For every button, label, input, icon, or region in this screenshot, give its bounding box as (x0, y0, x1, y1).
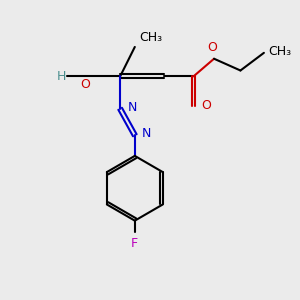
Text: CH₃: CH₃ (268, 45, 291, 58)
Text: H: H (56, 70, 66, 83)
Text: F: F (131, 237, 138, 250)
Text: O: O (208, 41, 218, 54)
Text: N: N (142, 127, 152, 140)
Text: CH₃: CH₃ (139, 31, 162, 44)
Text: O: O (201, 99, 211, 112)
Text: N: N (128, 101, 137, 114)
Text: O: O (80, 78, 90, 91)
